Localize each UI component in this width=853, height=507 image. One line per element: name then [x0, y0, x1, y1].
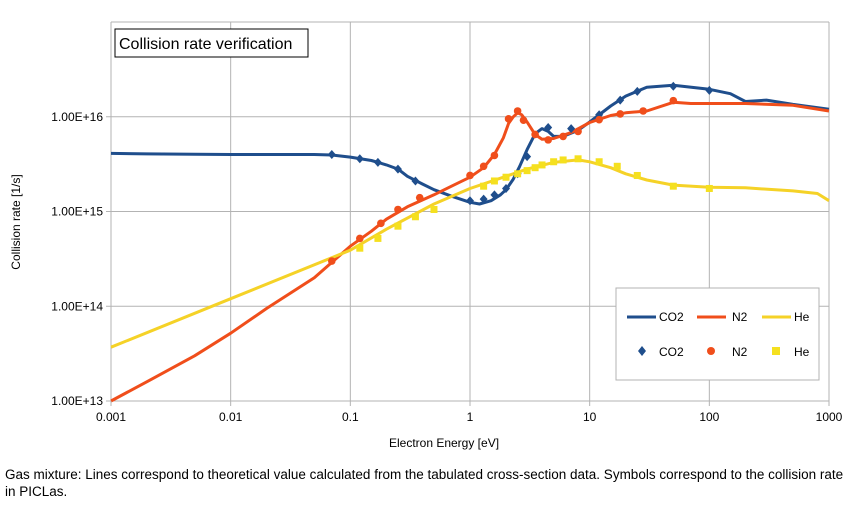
data-point-n2: [595, 115, 603, 124]
data-point-n2: [394, 205, 402, 214]
chart-title: Collision rate verification: [119, 36, 292, 53]
legend-label-he-line: He: [794, 310, 810, 324]
data-point-n2: [639, 107, 647, 115]
data-point-he: [502, 173, 510, 181]
data-point-co2: [633, 86, 642, 96]
data-point-he: [574, 155, 582, 163]
data-point-he: [538, 161, 546, 169]
x-tick-label: 0.1: [342, 410, 359, 424]
data-point-he: [550, 158, 558, 166]
collision-rate-chart: 0.001 0.01 0.1 1 10 100 1000 1.00E+13 1.00E+14 1.…: [9, 21, 843, 450]
legend-label-n2-line: N2: [732, 310, 748, 324]
x-tick-label: 10: [583, 410, 597, 424]
series-line-co2: [110, 83, 830, 206]
data-point-n2: [327, 257, 336, 265]
x-tick-label: 100: [699, 410, 719, 424]
data-point-n2: [616, 110, 625, 118]
legend-marker-he: [772, 347, 780, 355]
data-point-n2: [544, 136, 552, 144]
data-point-n2: [531, 130, 539, 139]
data-point-co2: [327, 149, 336, 159]
data-point-he: [394, 222, 402, 230]
data-point-co2: [490, 190, 499, 200]
data-point-n2: [415, 193, 424, 202]
x-tick-label: 1: [467, 410, 474, 424]
data-point-he: [613, 162, 621, 170]
x-tick-label: 1000: [816, 410, 843, 424]
data-point-he: [531, 164, 539, 172]
data-point-he: [490, 177, 498, 185]
y-tick-label: 1.00E+15: [51, 205, 103, 219]
chart-title-box: Collision rate verification: [114, 28, 309, 58]
data-point-co2: [544, 123, 553, 133]
data-point-n2: [559, 132, 567, 141]
y-tick-label: 1.00E+13: [51, 394, 103, 408]
x-tick-label: 0.01: [219, 410, 243, 424]
data-point-he: [633, 171, 641, 179]
data-point-n2: [513, 107, 522, 115]
legend-marker-n2: [707, 347, 715, 355]
series-layer: [110, 81, 830, 403]
data-point-co2: [373, 157, 382, 167]
data-point-he: [480, 182, 488, 190]
data-point-n2: [377, 219, 385, 228]
axes-layer: 0.001 0.01 0.1 1 10 100 1000 1.00E+13 1.00E+14 1.…: [51, 110, 842, 424]
data-point-co2: [669, 81, 678, 91]
data-point-n2: [479, 162, 488, 171]
data-point-co2: [523, 152, 532, 162]
data-point-co2: [705, 85, 714, 95]
legend: CO2 N2 He CO2 N2 He: [615, 287, 820, 381]
y-axis-label: Collision rate [1/s]: [9, 174, 23, 269]
legend-label-co2-marker: CO2: [659, 345, 684, 359]
data-point-he: [374, 234, 382, 242]
data-point-co2: [393, 164, 402, 174]
data-point-co2: [411, 176, 420, 186]
data-point-n2: [490, 151, 499, 160]
data-point-he: [430, 205, 438, 213]
series-line-he: [110, 158, 830, 349]
data-point-co2: [479, 194, 488, 204]
data-point-n2: [519, 116, 528, 124]
data-point-n2: [669, 96, 678, 105]
legend-marker-co2: [638, 346, 646, 356]
data-point-co2: [616, 95, 625, 105]
figure-caption: Gas mixture: Lines correspond to theoret…: [5, 467, 844, 499]
legend-label-n2-marker: N2: [732, 345, 748, 359]
data-point-he: [559, 156, 567, 164]
data-point-n2: [574, 127, 582, 136]
x-axis-label: Electron Energy [eV]: [389, 436, 499, 450]
data-point-he: [669, 182, 677, 190]
data-point-co2: [567, 124, 576, 134]
data-point-n2: [356, 234, 364, 243]
data-point-he: [705, 184, 713, 192]
data-point-co2: [502, 183, 511, 193]
data-point-co2: [466, 196, 474, 206]
data-point-he: [595, 158, 603, 166]
data-point-n2: [504, 115, 513, 123]
data-point-n2: [466, 171, 474, 180]
y-tick-label: 1.00E+16: [51, 110, 103, 124]
legend-label-co2-line: CO2: [659, 310, 684, 324]
x-tick-label: 0.001: [96, 410, 126, 424]
data-point-he: [514, 170, 522, 178]
data-point-co2: [355, 154, 364, 164]
data-point-he: [523, 167, 531, 175]
data-point-he: [356, 244, 364, 252]
y-tick-label: 1.00E+14: [51, 299, 103, 313]
data-point-he: [411, 213, 419, 221]
legend-label-he-marker: He: [794, 345, 810, 359]
